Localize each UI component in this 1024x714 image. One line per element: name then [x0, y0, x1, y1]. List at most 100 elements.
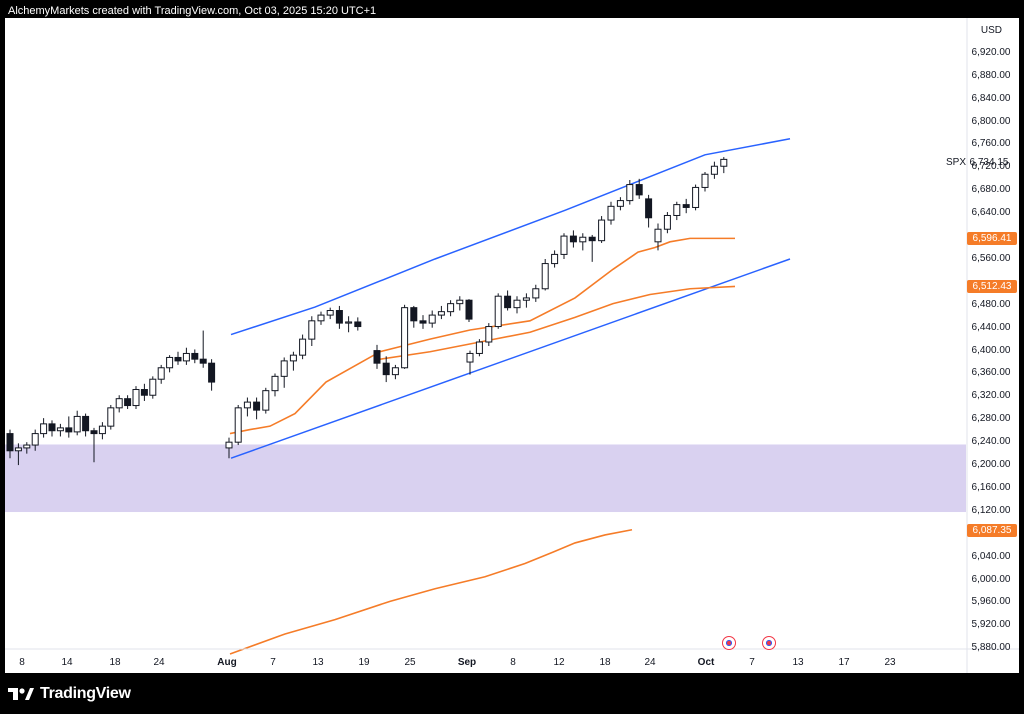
ma-price-tag: 6,596.41: [967, 232, 1017, 246]
candle: [513, 296, 521, 314]
candle: [692, 184, 700, 211]
candle-body: [132, 389, 140, 407]
candle-body: [149, 378, 157, 396]
candle-body: [124, 398, 132, 407]
candle-body: [522, 297, 530, 301]
candle: [588, 234, 596, 262]
candle-body: [354, 321, 362, 328]
candle-body: [485, 326, 493, 343]
candle-body: [107, 407, 115, 427]
candle-body: [199, 358, 207, 364]
candle-body: [191, 352, 199, 360]
candle: [191, 349, 199, 364]
candle: [182, 347, 190, 365]
time-tick-label: 18: [109, 657, 121, 668]
candle: [354, 317, 362, 331]
candle-body: [663, 214, 671, 230]
candle-body: [588, 236, 596, 242]
candle: [225, 437, 233, 459]
candle-body: [115, 398, 123, 409]
candle-body: [157, 367, 165, 380]
price-tick-label: 6,240.00: [971, 436, 1011, 448]
candle-body: [504, 295, 512, 309]
candle: [149, 376, 157, 399]
candle-body: [182, 352, 190, 362]
candle: [31, 429, 39, 451]
candle: [410, 305, 418, 328]
candle: [428, 310, 436, 328]
candle: [98, 422, 106, 440]
price-tick-label: 6,800.00: [971, 115, 1011, 127]
price-chart[interactable]: [5, 18, 1019, 673]
price-tick-label: 6,560.00: [971, 252, 1011, 264]
candle: [124, 395, 132, 409]
candle: [551, 250, 559, 268]
candle: [645, 194, 653, 228]
candle-body: [560, 235, 568, 255]
candle-body: [243, 401, 251, 409]
candle: [140, 383, 148, 401]
candle-body: [720, 158, 728, 167]
candle: [271, 373, 279, 397]
time-tick-label: 13: [312, 657, 324, 668]
chart-attribution: AlchemyMarkets created with TradingView.…: [8, 5, 377, 17]
candle: [115, 395, 123, 413]
chart-frame[interactable]: USD SPX 6,734.15 6,920.00 6,880.00 6,840.0…: [5, 18, 1019, 673]
candle-body: [208, 362, 216, 383]
candle-body: [14, 447, 22, 452]
candle: [373, 344, 381, 369]
candle: [345, 316, 353, 333]
price-tick-label: 6,680.00: [971, 184, 1011, 196]
candle: [626, 179, 634, 205]
candle: [607, 201, 615, 225]
us-event-icon[interactable]: [762, 636, 776, 650]
last-price-label: 6,734.15: [969, 157, 1009, 168]
candle-body: [326, 310, 334, 316]
price-tick-label: 6,040.00: [971, 550, 1011, 562]
candle-body: [289, 354, 297, 362]
candle: [208, 359, 216, 391]
price-tick-label: 6,120.00: [971, 504, 1011, 516]
candle: [382, 356, 390, 383]
price-tick-label: 6,440.00: [971, 321, 1011, 333]
candle-body: [635, 184, 643, 196]
symbol-label: SPX: [946, 157, 967, 168]
candle-body: [626, 184, 634, 202]
trend-channel: [230, 138, 791, 459]
candle: [419, 315, 427, 329]
candle-body: [373, 350, 381, 364]
tradingview-footer[interactable]: TradingView: [8, 682, 131, 706]
candle-body: [271, 375, 279, 392]
candle: [522, 293, 530, 308]
candle-body: [466, 352, 474, 363]
candles: [6, 157, 728, 466]
time-tick-label: Oct: [697, 657, 715, 668]
price-tick-label: 5,960.00: [971, 596, 1011, 608]
candle-body: [710, 165, 718, 175]
price-tick-label: 6,880.00: [971, 69, 1011, 81]
candle-body: [280, 360, 288, 377]
candle-body: [654, 228, 662, 243]
candle-body: [56, 427, 64, 432]
time-tick-label: 23: [884, 657, 896, 668]
price-tick-label: 6,280.00: [971, 413, 1011, 425]
candle: [437, 305, 445, 320]
time-tick-label: 17: [838, 657, 850, 668]
candle: [663, 212, 671, 234]
candle-body: [308, 320, 316, 340]
candle: [82, 413, 90, 437]
candle: [456, 296, 464, 311]
candle-body: [335, 310, 343, 324]
candle: [569, 230, 577, 248]
candle-body: [682, 204, 690, 208]
candle-body: [6, 433, 14, 452]
tradingview-brand: TradingView: [40, 685, 131, 702]
candle-body: [475, 341, 483, 354]
us-event-icon[interactable]: [722, 636, 736, 650]
candle: [475, 339, 483, 357]
candle: [616, 197, 624, 211]
candle: [560, 233, 568, 259]
candle-body: [317, 314, 325, 322]
candle-body: [616, 200, 624, 207]
candle-body: [166, 356, 174, 369]
